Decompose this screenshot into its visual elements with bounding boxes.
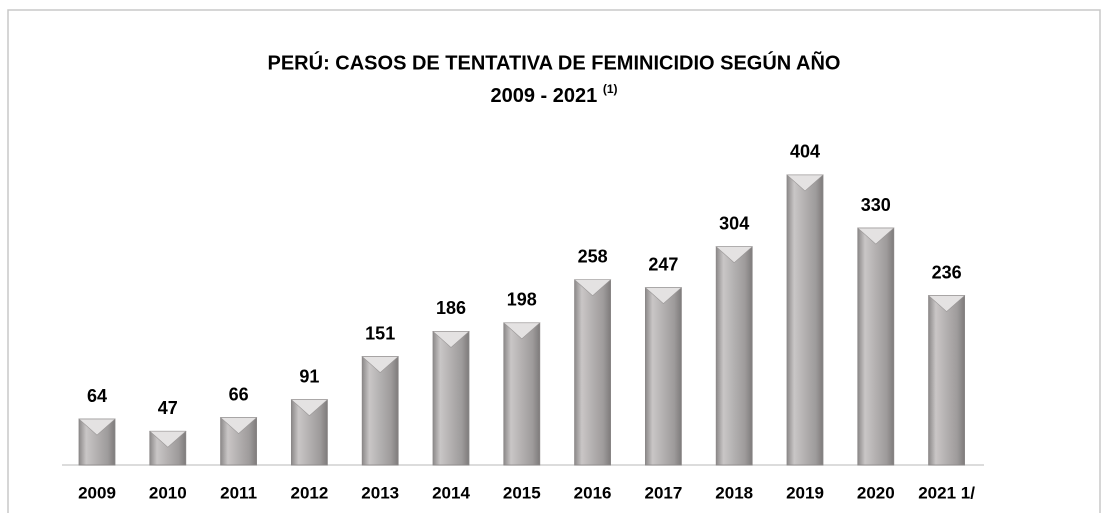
x-tick-label: 2011 [220,483,257,502]
subtitle-note: (1) [603,82,618,96]
bar-bevel [149,430,187,448]
value-label: 258 [578,247,608,267]
bar [715,246,753,466]
bar [645,287,682,466]
bar-bevel [573,279,612,297]
x-tick-label: 2021 1/ [918,483,975,502]
bar-bevel [927,295,966,312]
bar [574,279,611,466]
value-label: 304 [719,213,749,233]
bar-bevel [432,331,470,348]
chart-title: PERÚ: CASOS DE TENTATIVA DE FEMINICIDIO … [268,50,841,74]
value-label: 247 [648,254,678,274]
bar-bevel [78,418,116,436]
bar-bevel [786,174,824,192]
x-tick-label: 2010 [149,483,187,502]
value-label: 198 [507,290,537,310]
value-label: 151 [365,323,395,343]
bar-bevel [644,287,683,305]
value-label: 186 [436,298,466,318]
value-label: 91 [299,366,319,386]
x-tick-label: 2009 [78,483,116,502]
bar [503,322,541,466]
bar [432,331,470,466]
x-tick-label: 2020 [857,483,895,502]
bar [290,399,328,466]
bar [361,356,399,466]
subtitle-text: 2009 - 2021 [491,85,598,107]
value-label: 64 [87,386,107,406]
bar [928,295,965,466]
bar [857,227,895,466]
chart-frame [7,9,1101,513]
value-label: 47 [158,398,178,418]
bar-bevel [715,246,753,264]
x-tick-label: 2013 [361,483,399,502]
bar-bevel [290,399,329,417]
value-label: 330 [861,195,891,215]
x-tick-label: 2015 [503,483,541,502]
bar [786,174,824,466]
bar-bevel [857,227,895,245]
bar-bevel [503,322,541,340]
x-tick-label: 2018 [715,483,753,502]
x-tick-label: 2016 [574,483,612,502]
chart-subtitle: 2009 - 2021 (1) [491,82,618,107]
value-label: 236 [932,262,962,282]
x-tick-label: 2012 [290,483,328,502]
bar-bevel [219,417,258,435]
x-tick-label: 2019 [786,483,824,502]
x-tick-label: 2017 [644,483,682,502]
value-label: 404 [790,142,820,162]
bar-bevel [361,356,399,373]
value-label: 66 [229,384,249,404]
x-tick-label: 2014 [432,483,470,502]
